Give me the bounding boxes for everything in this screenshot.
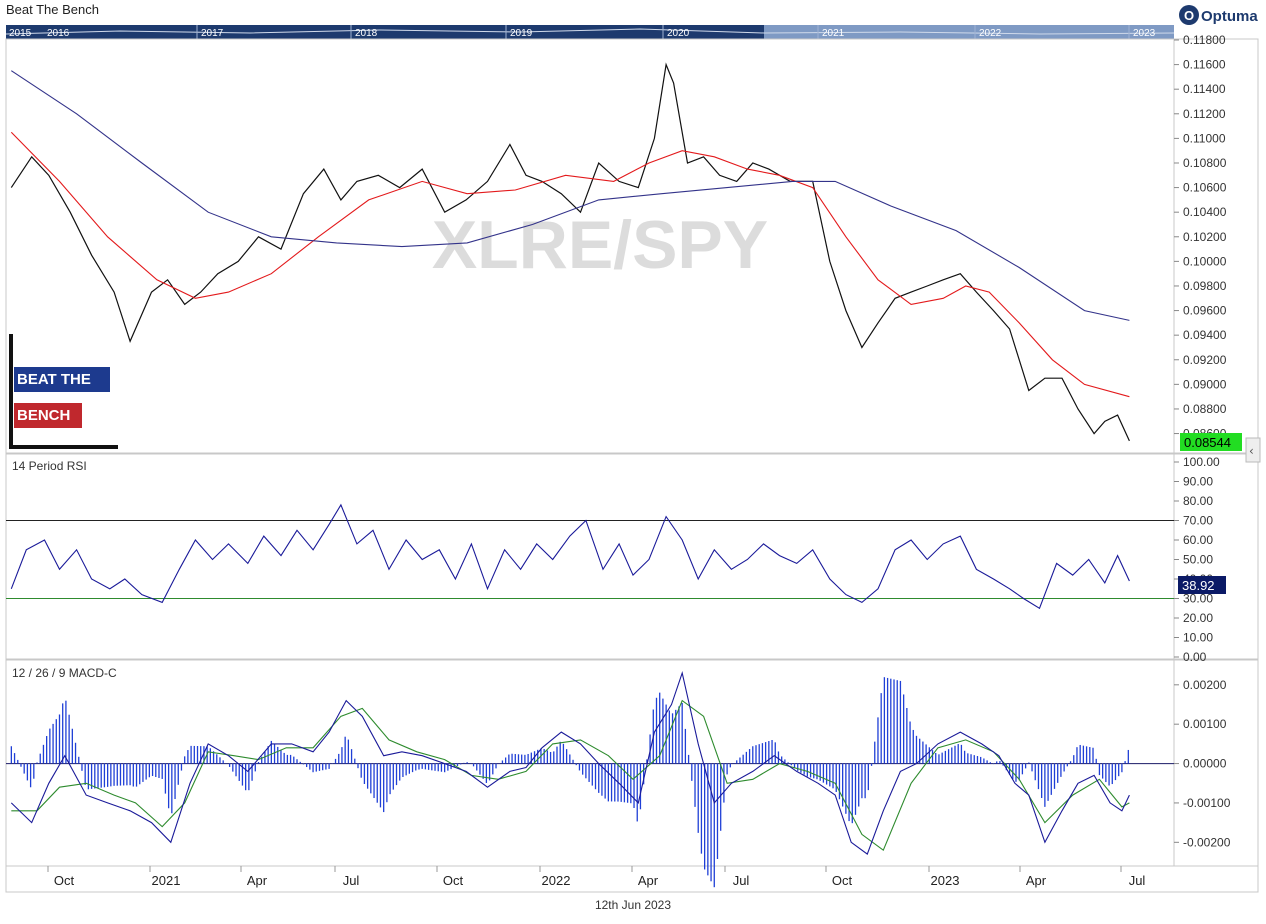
optuma-logo: O Optuma [1179,5,1258,25]
rsi-panel [5,453,1259,660]
svg-text:O: O [1184,8,1194,23]
rsi-last-marker: 38.92 [1178,576,1226,594]
navigator-year[interactable]: 2017 [201,28,224,39]
chevron-left-icon: ‹ [1249,444,1254,458]
price-y-tick: 0.10000 [1183,254,1227,268]
rsi-title: 14 Period RSI [12,459,87,473]
navigator-bar[interactable]: 2015 2016 2017 2018 2019 2020 2021 2022 2023 [5,25,1175,39]
signal-line [11,699,1130,852]
x-tick-label: Jul [343,873,360,888]
rsi-last-value: 38.92 [1182,578,1215,593]
rsi-y-tick: 60.00 [1183,533,1213,547]
footer-date: 12th Jun 2023 [595,898,671,912]
rsi-y-tick: 100.00 [1183,455,1220,469]
x-tick-label: Oct [443,873,464,888]
price-y-tick: 0.09200 [1183,353,1227,367]
ma_slow-line [10,70,1130,321]
rsi-y-tick: 50.00 [1183,553,1213,567]
rsi-y-tick: 90.00 [1183,475,1213,489]
price-y-tick: 0.09600 [1183,304,1227,318]
macd-y-tick: -0.00100 [1183,796,1231,810]
x-tick-label: Jul [1129,873,1146,888]
rsi-line [10,503,1130,610]
x-tick-label: Oct [54,873,75,888]
x-tick-label: 2021 [152,873,181,888]
price-series-group [10,62,1130,442]
rsi-series-group [6,503,1174,610]
macd-y-tick: 0.00200 [1183,678,1227,692]
price-y-tick: 0.10200 [1183,230,1227,244]
price-panel [5,38,1259,454]
svg-text:BEAT THE: BEAT THE [17,371,91,388]
macd-series-group [6,670,1174,888]
price-y-tick: 0.09400 [1183,328,1227,342]
navigator-year[interactable]: 2021 [822,28,845,39]
x-tick-label: Apr [247,873,268,888]
price-line [10,62,1130,442]
y-axis-labels: 0.11800 0.11600 0.11400 0.11200 0.11000 0.108… [1174,33,1231,849]
price-y-tick: 0.11000 [1183,131,1226,145]
price-y-tick: 0.11800 [1183,33,1226,47]
x-tick-label: Apr [638,873,659,888]
macd-y-tick: 0.00100 [1183,717,1227,731]
price-y-tick: 0.11400 [1183,82,1226,96]
price-y-tick: 0.10600 [1183,181,1227,195]
rsi-y-tick: 20.00 [1183,611,1213,625]
beat-the-bench-logo: BEAT THE BENCH [9,334,118,449]
price-y-tick: 0.10800 [1183,156,1227,170]
macd-title: 12 / 26 / 9 MACD-C [12,666,117,680]
price-y-tick: 0.11200 [1183,107,1226,121]
last-price-marker: 0.08544 [1180,433,1242,451]
macd-histogram [10,677,1129,888]
macd-y-tick: -0.00200 [1183,835,1231,849]
x-tick-label: Jul [733,873,750,888]
x-tick-label: 2023 [931,873,960,888]
ma_fast-line [10,131,1130,398]
x-tick-label: 2022 [542,873,571,888]
macd-y-tick: 0.00000 [1183,757,1227,771]
navigator-year[interactable]: 2023 [1133,28,1156,39]
navigator-year[interactable]: 2022 [979,28,1002,39]
navigator-year[interactable]: 2015 [9,28,32,39]
price-y-tick: 0.09000 [1183,377,1227,391]
price-y-tick: 0.09800 [1183,279,1227,293]
rsi-y-tick: 0.00 [1183,650,1207,664]
watermark: XLRE/SPY [432,207,768,283]
price-y-tick: 0.11600 [1183,58,1226,72]
svg-text:BENCH: BENCH [17,407,70,424]
rsi-y-tick: 10.00 [1183,631,1213,645]
brand-name: Optuma [1201,8,1258,25]
rsi-y-tick: 30.00 [1183,592,1213,606]
price-y-tick: 0.10400 [1183,205,1227,219]
navigator-year[interactable]: 2018 [355,28,378,39]
navigator-year[interactable]: 2019 [510,28,533,39]
navigator-year[interactable]: 2016 [47,28,70,39]
x-tick-label: Oct [832,873,853,888]
navigator-year[interactable]: 2020 [667,28,690,39]
app-title: Beat The Bench [6,2,99,17]
price-y-tick: 0.08800 [1183,402,1227,416]
rsi-y-tick: 70.00 [1183,514,1213,528]
scroll-right-arrow[interactable]: ‹ [1245,437,1261,463]
macd-line [10,670,1130,855]
x-axis-labels: Oct 2021 Apr Jul Oct 2022 Apr Jul Oct 2023 Apr Jul [47,866,1146,888]
rsi-y-tick: 80.00 [1183,494,1213,508]
last-price-value: 0.08544 [1184,435,1231,450]
x-tick-label: Apr [1026,873,1047,888]
